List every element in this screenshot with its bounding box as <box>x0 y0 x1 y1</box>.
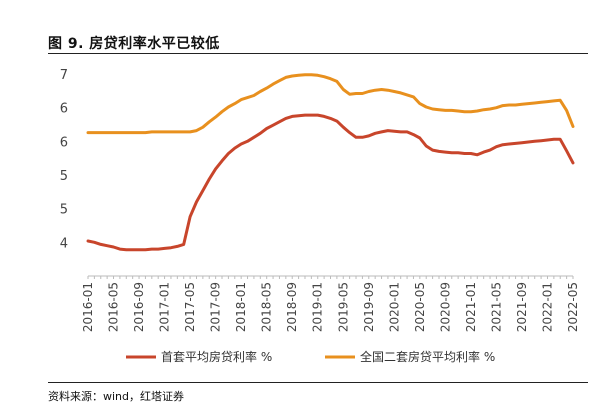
y-tick-label: 6 <box>60 135 68 150</box>
x-axis: 2016-01 2016-05 2016-09 2017-01 2017-05 2017-… <box>81 275 580 332</box>
x-tick-label: 2019-01 <box>311 282 325 332</box>
series-line-1 <box>86 113 575 252</box>
x-tick-label: 2020-01 <box>387 282 401 332</box>
x-tick-label: 2021-09 <box>515 282 529 332</box>
legend-label-2: 全国二套房贷平均利率 % <box>360 349 495 364</box>
x-tick-label: 2018-09 <box>285 282 299 332</box>
legend-label-1: 首套平均房贷利率 % <box>161 349 272 364</box>
x-tick-label: 2020-05 <box>413 282 427 332</box>
series-lines <box>86 73 575 252</box>
x-tick-label: 2019-09 <box>362 282 376 332</box>
x-tick-label: 2018-05 <box>260 282 274 332</box>
series-line-2 <box>86 73 575 135</box>
x-tick-label: 2019-05 <box>336 282 350 332</box>
x-tick-label: 2017-09 <box>209 282 223 332</box>
x-tick-label: 2022-01 <box>540 282 554 332</box>
x-tick-label: 2016-09 <box>132 282 146 332</box>
chart-title: 图 9. 房贷利率水平已较低 <box>48 36 220 52</box>
x-tick-label: 2021-05 <box>489 282 503 332</box>
x-tick-label: 2017-01 <box>158 282 172 332</box>
title-divider <box>48 53 588 54</box>
y-tick-label: 7 <box>60 68 68 83</box>
source-divider <box>48 382 588 383</box>
chart-legend: 首套平均房贷利率 % 全国二套房贷平均利率 % <box>126 349 495 364</box>
x-tick-label: 2018-01 <box>234 282 248 332</box>
x-tick-label: 2017-05 <box>183 282 197 332</box>
y-tick-label: 4 <box>60 236 68 251</box>
x-tick-label: 2021-01 <box>464 282 478 332</box>
x-tick-label: 2020-09 <box>438 282 452 332</box>
x-tick-label: 2016-05 <box>107 282 121 332</box>
y-tick-label: 5 <box>60 169 68 184</box>
y-tick-label: 5 <box>60 203 68 218</box>
y-tick-label: 6 <box>60 102 68 117</box>
x-tick-label: 2022-05 <box>566 282 580 332</box>
y-axis: 7 6 6 5 5 4 <box>60 68 68 251</box>
source-note: 资料来源：wind，红塔证券 <box>48 390 185 403</box>
x-tick-label: 2016-01 <box>81 282 95 332</box>
